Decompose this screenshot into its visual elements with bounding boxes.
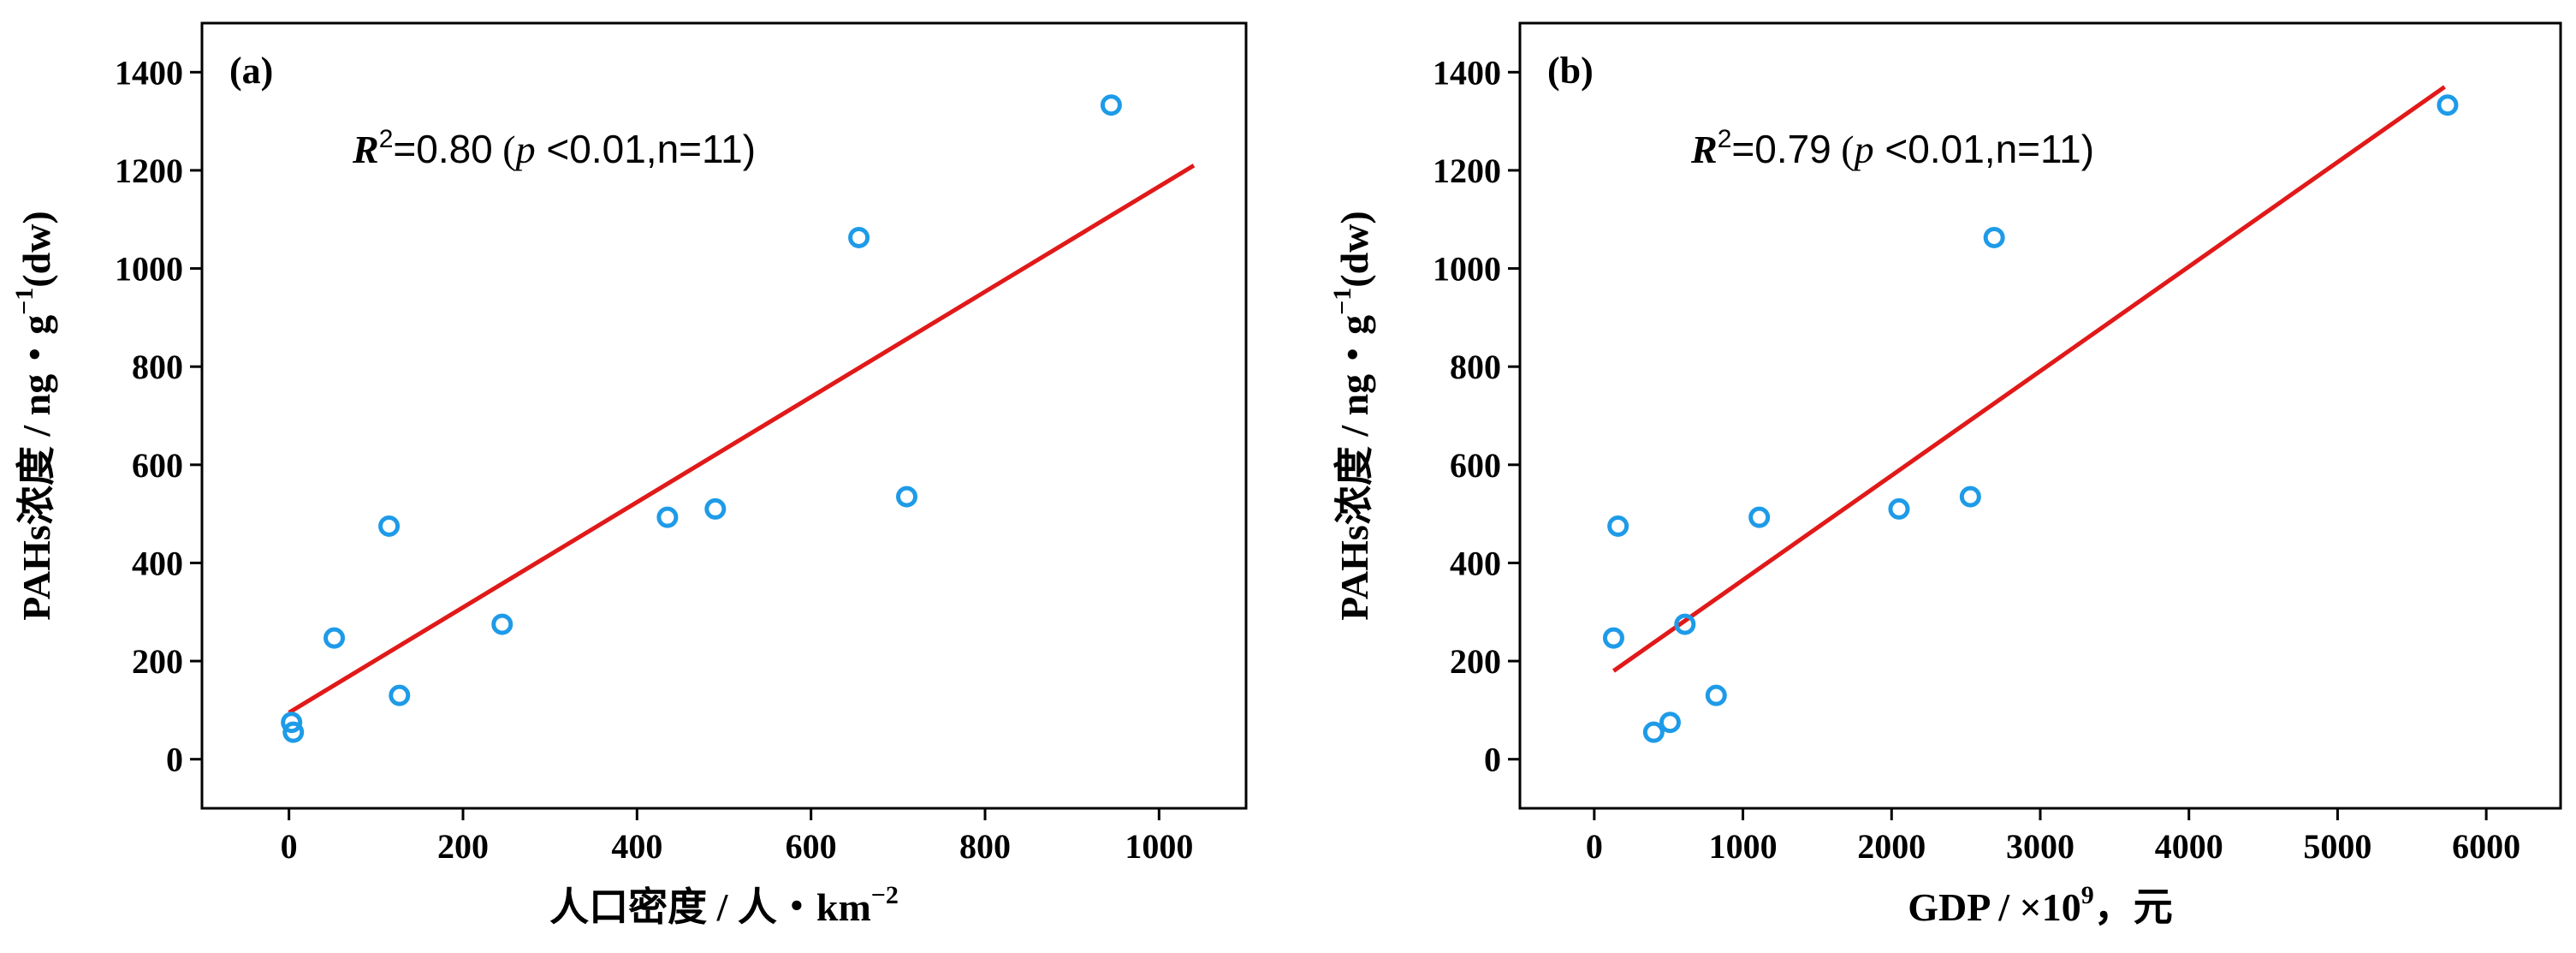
x-tick-label: 1000 bbox=[1125, 827, 1193, 866]
data-point bbox=[848, 226, 870, 248]
y-axis-title-main: PAHs浓度 / ng・g bbox=[15, 315, 58, 621]
data-point bbox=[896, 485, 917, 508]
data-point bbox=[491, 613, 513, 635]
regression-annotation: R2=0.80 (p <0.01,n=11) bbox=[352, 125, 756, 171]
y-tick-label: 0 bbox=[166, 741, 183, 779]
x-tick-label: 400 bbox=[611, 827, 662, 866]
y-tick-label: 1000 bbox=[115, 250, 183, 289]
annotation-value: =0.80 bbox=[393, 127, 492, 171]
data-point bbox=[323, 627, 346, 649]
panel-label: (a) bbox=[229, 50, 273, 92]
y-tick-label: 1000 bbox=[1433, 250, 1501, 289]
x-tick-label: 5000 bbox=[2303, 827, 2371, 866]
data-point bbox=[281, 712, 303, 734]
panel-a: 0 200 400 600 800 1000 0 200 400 600 800 1000 1200 14… bbox=[10, 21, 1248, 929]
annotation-value: =0.79 bbox=[1731, 127, 1831, 171]
y-tick-label: 200 bbox=[1450, 642, 1501, 681]
x-tick-label: 0 bbox=[1586, 827, 1603, 866]
y-tick-label: 200 bbox=[132, 642, 183, 681]
y-axis-title: PAHs浓度 / ng・g−1(dw) bbox=[1328, 211, 1376, 621]
data-point bbox=[1674, 613, 1696, 635]
regression-annotation: R2=0.79 (p <0.01,n=11) bbox=[1690, 125, 2094, 171]
y-tick-label: 1400 bbox=[115, 53, 183, 92]
data-point bbox=[704, 497, 727, 520]
data-point bbox=[1959, 485, 1981, 508]
data-point bbox=[1642, 721, 1665, 743]
x-tick-label: 6000 bbox=[2452, 827, 2520, 866]
data-point bbox=[1748, 506, 1771, 528]
x-axis-title: GDP / ×109，元 bbox=[1908, 881, 2173, 929]
x-tick-label: 200 bbox=[437, 827, 489, 866]
x-axis-title-sup: 9 bbox=[2081, 881, 2094, 909]
panel-b: 0 1000 2000 3000 4000 5000 6000 0 200 400 600 800 10… bbox=[1328, 21, 2562, 929]
y-tick-label: 400 bbox=[1450, 544, 1501, 582]
data-point bbox=[1100, 94, 1122, 116]
plot-frame bbox=[200, 21, 1248, 810]
x-axis-title-sup: −2 bbox=[871, 881, 899, 909]
y-tick-label: 600 bbox=[132, 446, 183, 485]
y-axis-title-sup: −1 bbox=[1328, 288, 1356, 315]
y-axis-title-sup: −1 bbox=[10, 288, 39, 315]
annotation-sup: 2 bbox=[379, 125, 394, 153]
annotation-paren: ( bbox=[1831, 128, 1855, 171]
x-tick-label: 600 bbox=[786, 827, 837, 866]
y-tick-label: 600 bbox=[1450, 446, 1501, 485]
y-axis-title-tail: (dw) bbox=[15, 211, 58, 287]
y-tick-label: 400 bbox=[132, 544, 183, 582]
x-tick-label: 1000 bbox=[1709, 827, 1778, 866]
annotation-r: R bbox=[1690, 128, 1718, 171]
annotation-rest: <0.01,n=11) bbox=[536, 127, 756, 171]
data-point bbox=[378, 515, 401, 537]
y-axis-title: PAHs浓度 / ng・g−1(dw) bbox=[10, 211, 58, 621]
y-tick-label: 1200 bbox=[115, 152, 183, 190]
y-axis-title-tail: (dw) bbox=[1333, 211, 1376, 287]
x-tick-label: 3000 bbox=[2006, 827, 2074, 866]
annotation-p: p bbox=[513, 128, 536, 171]
data-point bbox=[1659, 712, 1681, 734]
panel-label: (b) bbox=[1547, 50, 1594, 92]
y-tick-label: 800 bbox=[1450, 348, 1501, 386]
regression-line bbox=[288, 164, 1196, 715]
x-tick-label: 2000 bbox=[1857, 827, 1926, 866]
annotation-rest: <0.01,n=11) bbox=[1874, 127, 2094, 171]
data-point bbox=[1602, 627, 1624, 649]
regression-line bbox=[1612, 85, 2446, 673]
x-tick-label: 4000 bbox=[2155, 827, 2223, 866]
x-axis-title-main: 人口密度 / 人・km bbox=[549, 885, 871, 929]
y-tick-label: 800 bbox=[132, 348, 183, 386]
data-point bbox=[1705, 684, 1727, 706]
y-tick-label: 1400 bbox=[1433, 53, 1501, 92]
data-point bbox=[282, 721, 305, 743]
y-axis-title-main: PAHs浓度 / ng・g bbox=[1333, 315, 1376, 621]
data-point bbox=[2437, 94, 2459, 116]
annotation-paren: ( bbox=[493, 128, 516, 171]
data-point bbox=[1983, 226, 2005, 248]
y-tick-label: 0 bbox=[1484, 741, 1501, 779]
x-axis-title: 人口密度 / 人・km−2 bbox=[549, 881, 899, 929]
data-point bbox=[1888, 497, 1910, 520]
data-point bbox=[1607, 515, 1629, 537]
x-axis-title-main: GDP / ×10 bbox=[1908, 885, 2081, 929]
annotation-p: p bbox=[1852, 128, 1874, 171]
annotation-r: R bbox=[352, 128, 379, 171]
annotation-sup: 2 bbox=[1718, 125, 1732, 153]
x-axis-title-tail: ，元 bbox=[2094, 885, 2173, 929]
data-point bbox=[656, 506, 679, 528]
y-tick-label: 1200 bbox=[1433, 152, 1501, 190]
data-point bbox=[389, 684, 411, 706]
x-tick-label: 800 bbox=[959, 827, 1011, 866]
x-tick-label: 0 bbox=[281, 827, 298, 866]
